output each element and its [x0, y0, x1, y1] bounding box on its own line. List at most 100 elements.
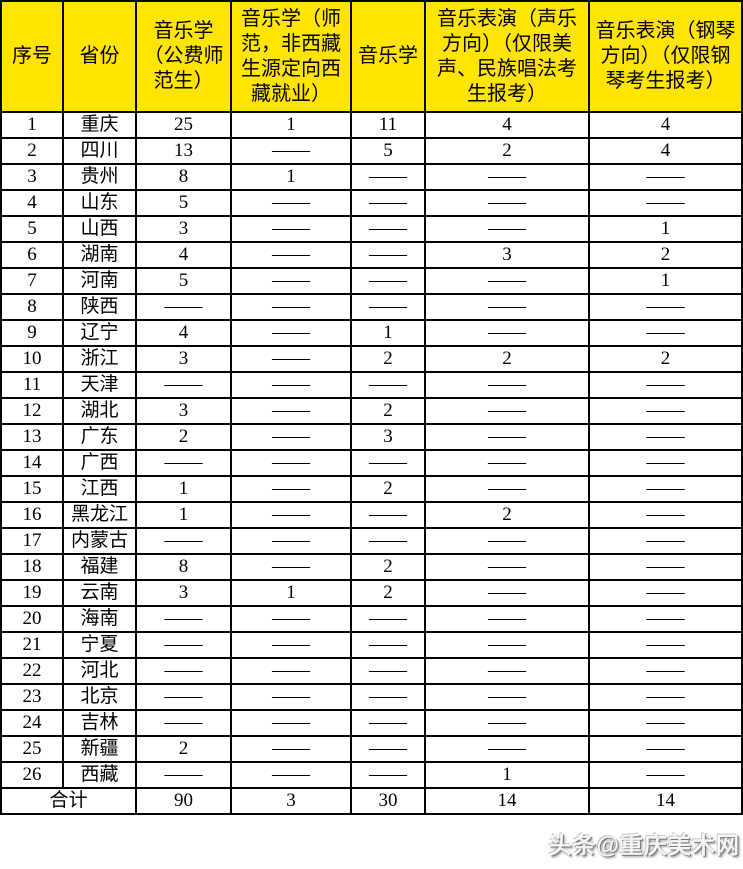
- value-cell: 5: [135, 189, 232, 217]
- column-header-province: 省份: [62, 0, 137, 113]
- value-cell: ——: [424, 579, 590, 607]
- value-cell: ——: [230, 189, 352, 217]
- row-index-cell: 15: [0, 475, 64, 503]
- value-cell: ——: [588, 423, 743, 451]
- table-row: 24 吉林 —— —— —— —— ——: [0, 709, 743, 737]
- value-cell: ——: [135, 449, 232, 477]
- value-cell: 3: [135, 215, 232, 243]
- province-cell: 贵州: [62, 163, 137, 191]
- value-cell: 8: [135, 163, 232, 191]
- row-index-cell: 25: [0, 735, 64, 763]
- province-cell: 山东: [62, 189, 137, 217]
- value-cell: 8: [135, 553, 232, 581]
- value-cell: ——: [230, 709, 352, 737]
- table-body: 1 重庆 25 1 11 4 4 2 四川 13 —— 5 2 4 3 贵州 8 1 —— —— —— 4 山东 5 —— —— —…: [0, 111, 743, 789]
- value-cell: ——: [230, 345, 352, 373]
- value-cell: 1: [424, 761, 590, 789]
- table-row: 17 内蒙古 —— —— —— —— ——: [0, 527, 743, 555]
- table-row: 11 天津 —— —— —— —— ——: [0, 371, 743, 399]
- value-cell: 1: [230, 111, 352, 139]
- value-cell: ——: [230, 605, 352, 633]
- value-cell: 2: [424, 501, 590, 529]
- row-index-cell: 7: [0, 267, 64, 295]
- row-index-cell: 3: [0, 163, 64, 191]
- value-cell: 3: [135, 397, 232, 425]
- value-cell: 2: [424, 345, 590, 373]
- value-cell: ——: [135, 761, 232, 789]
- table-header: 序号 省份 音乐学（公费师范生） 音乐学（师范，非西藏生源定向西藏就业） 音乐学…: [0, 0, 743, 113]
- value-cell: 11: [350, 111, 426, 139]
- value-cell: ——: [135, 709, 232, 737]
- value-cell: 13: [135, 137, 232, 165]
- row-index-cell: 1: [0, 111, 64, 139]
- table-row: 3 贵州 8 1 —— —— ——: [0, 163, 743, 191]
- value-cell: 2: [350, 553, 426, 581]
- value-cell: 2: [135, 735, 232, 763]
- value-cell: 1: [588, 215, 743, 243]
- value-cell: ——: [350, 449, 426, 477]
- value-cell: ——: [424, 631, 590, 659]
- value-cell: ——: [424, 293, 590, 321]
- total-musicology-funded: 90: [135, 787, 232, 815]
- row-index-cell: 26: [0, 761, 64, 789]
- value-cell: ——: [350, 605, 426, 633]
- table-row: 23 北京 —— —— —— —— ——: [0, 683, 743, 711]
- row-index-cell: 19: [0, 579, 64, 607]
- value-cell: ——: [424, 527, 590, 555]
- value-cell: ——: [230, 319, 352, 347]
- column-header-musicology-funded: 音乐学（公费师范生）: [135, 0, 232, 113]
- value-cell: ——: [424, 683, 590, 711]
- value-cell: 2: [135, 423, 232, 451]
- province-cell: 宁夏: [62, 631, 137, 659]
- value-cell: ——: [230, 449, 352, 477]
- row-index-cell: 17: [0, 527, 64, 555]
- row-index-cell: 20: [0, 605, 64, 633]
- value-cell: ——: [424, 657, 590, 685]
- value-cell: 2: [350, 397, 426, 425]
- column-header-performance-piano: 音乐表演（钢琴方向）（仅限钢琴考生报考）: [588, 0, 743, 113]
- value-cell: ——: [588, 189, 743, 217]
- row-index-cell: 9: [0, 319, 64, 347]
- row-index-cell: 23: [0, 683, 64, 711]
- row-index-cell: 18: [0, 553, 64, 581]
- province-cell: 陕西: [62, 293, 137, 321]
- value-cell: ——: [230, 631, 352, 659]
- value-cell: ——: [230, 657, 352, 685]
- column-header-musicology-tibet: 音乐学（师范，非西藏生源定向西藏就业）: [230, 0, 352, 113]
- value-cell: 1: [588, 267, 743, 295]
- value-cell: ——: [588, 371, 743, 399]
- province-cell: 吉林: [62, 709, 137, 737]
- value-cell: ——: [588, 449, 743, 477]
- table-row: 19 云南 3 1 2 —— ——: [0, 579, 743, 607]
- value-cell: ——: [350, 163, 426, 191]
- value-cell: ——: [230, 371, 352, 399]
- value-cell: ——: [588, 683, 743, 711]
- row-index-cell: 8: [0, 293, 64, 321]
- table-row: 22 河北 —— —— —— —— ——: [0, 657, 743, 685]
- value-cell: 2: [350, 579, 426, 607]
- value-cell: ——: [424, 371, 590, 399]
- total-performance-vocal: 14: [424, 787, 590, 815]
- row-index-cell: 22: [0, 657, 64, 685]
- value-cell: ——: [350, 527, 426, 555]
- value-cell: ——: [350, 631, 426, 659]
- value-cell: 1: [135, 501, 232, 529]
- value-cell: ——: [588, 501, 743, 529]
- value-cell: ——: [588, 657, 743, 685]
- value-cell: 5: [350, 137, 426, 165]
- value-cell: ——: [230, 475, 352, 503]
- value-cell: ——: [350, 293, 426, 321]
- value-cell: ——: [230, 137, 352, 165]
- value-cell: 2: [424, 137, 590, 165]
- value-cell: 2: [588, 241, 743, 269]
- value-cell: 4: [424, 111, 590, 139]
- table-row: 26 西藏 —— —— —— 1 ——: [0, 761, 743, 789]
- value-cell: ——: [230, 553, 352, 581]
- province-cell: 江西: [62, 475, 137, 503]
- value-cell: ——: [588, 553, 743, 581]
- table-row: 1 重庆 25 1 11 4 4: [0, 111, 743, 139]
- province-cell: 内蒙古: [62, 527, 137, 555]
- value-cell: ——: [424, 189, 590, 217]
- value-cell: 3: [424, 241, 590, 269]
- value-cell: ——: [135, 631, 232, 659]
